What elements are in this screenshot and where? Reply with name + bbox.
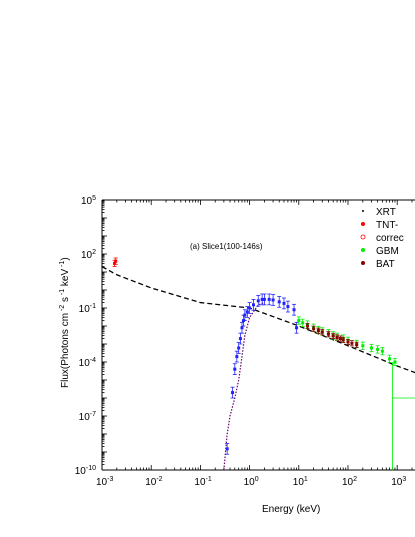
xrt-point — [256, 299, 260, 303]
tnt-point — [114, 259, 118, 263]
xrt-point — [271, 298, 275, 302]
tnt-point — [113, 261, 117, 265]
bat-point — [312, 327, 316, 331]
gbm-point — [301, 321, 305, 325]
xrt-point — [295, 326, 299, 330]
model-dashed-line — [102, 266, 415, 374]
y-tick-label: 10-4 — [79, 357, 96, 369]
gbm-point — [388, 357, 392, 361]
xrt-point — [225, 447, 229, 451]
x-tick-label: 10-3 — [96, 476, 113, 488]
xrt-point — [248, 306, 252, 310]
bat-point — [331, 334, 335, 338]
x-tick-label: 103 — [391, 476, 406, 488]
bat-point — [335, 335, 339, 339]
legend-marker-correc — [360, 234, 366, 240]
gbm-point — [361, 344, 365, 348]
gbm-point — [393, 360, 397, 364]
x-tick-label: 10-2 — [145, 476, 162, 488]
xrt-point — [260, 297, 264, 301]
y-tick-label: 105 — [81, 195, 96, 207]
xrt-point — [243, 313, 247, 317]
legend-label-tnt: TNT- — [376, 220, 398, 231]
xrt-point — [235, 355, 239, 359]
bat-point — [338, 337, 342, 341]
legend-label-bat: BAT — [376, 259, 395, 270]
xrt-point — [233, 367, 237, 371]
bat-point — [320, 330, 324, 334]
bat-point — [316, 329, 320, 333]
legend-label-xrt: XRT — [376, 207, 396, 218]
y-tick-label: 102 — [81, 249, 96, 261]
gbm-point — [369, 346, 373, 350]
xrt-point — [237, 346, 241, 350]
bat-point — [355, 343, 359, 347]
bat-point — [341, 338, 345, 342]
xrt-point — [267, 297, 271, 301]
bat-point — [350, 341, 354, 345]
x-tick-label: 102 — [342, 476, 357, 488]
xrt-point — [277, 300, 281, 304]
xrt-point — [251, 303, 255, 307]
gbm-point — [380, 349, 384, 353]
xrt-point — [282, 301, 286, 305]
bat-point — [326, 332, 330, 336]
x-axis-label: Energy (keV) — [262, 504, 320, 515]
bat-point — [346, 340, 350, 344]
x-tick-label: 100 — [244, 476, 259, 488]
bat-point — [305, 324, 309, 328]
gbm-point — [376, 347, 380, 351]
legend-marker-gbm — [361, 248, 365, 252]
legend-marker-xrt — [362, 210, 364, 212]
legend-label-correc: correc — [376, 233, 404, 244]
xrt-point — [238, 337, 242, 341]
xrt-point — [231, 391, 235, 395]
y-axis-label: Flux(Photons cm -2 s -1 keV -1) — [59, 257, 71, 388]
xrt-point — [286, 305, 290, 309]
x-tick-label: 10-1 — [194, 476, 211, 488]
y-tick-label: 10-7 — [79, 411, 96, 423]
xrt-point — [292, 308, 296, 312]
xrt-point — [262, 297, 266, 301]
x-tick-label: 101 — [293, 476, 308, 488]
legend-marker-bat — [361, 261, 365, 265]
legend-label-gbm: GBM — [376, 246, 399, 257]
xrt-point — [245, 310, 249, 314]
slice-annotation: (a) Slice1(100-146s) — [190, 242, 263, 251]
absorbed-model-line — [223, 302, 265, 470]
gbm-point — [297, 319, 301, 323]
y-tick-label: 10-1 — [79, 303, 96, 315]
y-tick-label: 10-10 — [75, 465, 96, 477]
legend-marker-tnt — [361, 222, 365, 226]
xrt-point — [240, 326, 244, 330]
